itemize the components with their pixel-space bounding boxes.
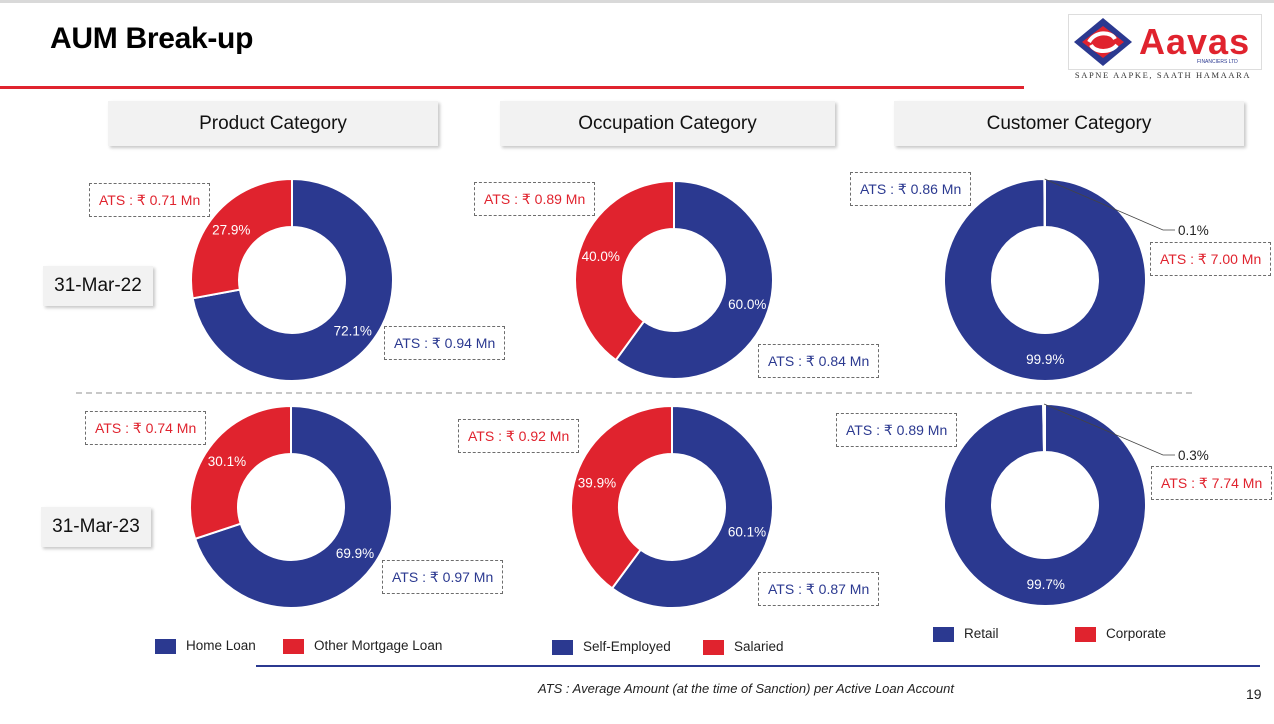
legend-item-other-mortgage-loan: Other Mortgage Loan xyxy=(283,637,442,655)
ats-box: ATS : ₹ 0.74 Mn xyxy=(85,411,207,445)
legend-label: Self-Employed xyxy=(583,639,671,654)
legend-item-retail: Retail xyxy=(933,625,999,643)
slice-value-label: 30.1% xyxy=(208,454,246,469)
ats-box: ATS : ₹ 0.86 Mn xyxy=(850,172,972,206)
donut-slice-retail xyxy=(943,177,1148,382)
legend-swatch xyxy=(283,638,304,654)
donut-slice-other-mortgage-loan xyxy=(190,177,293,300)
logo-mark-icon xyxy=(1074,18,1132,66)
ats-box: ATS : ₹ 0.84 Mn xyxy=(758,344,880,378)
leader-line xyxy=(1044,178,1175,231)
donut-slice-self-employed xyxy=(614,179,774,380)
donut-slice-salaried xyxy=(574,179,675,362)
category-occupation: Occupation Category xyxy=(500,101,835,146)
date-label-2022: 31-Mar-22 xyxy=(43,266,153,306)
donut-slice-corporate xyxy=(1042,402,1046,454)
footer-rule xyxy=(256,665,1260,667)
legend-label: Home Loan xyxy=(186,638,256,653)
legend-item-salaried: Salaried xyxy=(703,638,784,656)
ats-box: ATS : ₹ 0.92 Mn xyxy=(458,419,580,453)
slice-value-label: 40.0% xyxy=(582,249,620,264)
ats-box: ATS : ₹ 7.00 Mn xyxy=(1150,242,1272,276)
legend-label: Salaried xyxy=(734,639,784,654)
slice-value-label: 60.1% xyxy=(728,525,766,540)
legend-swatch xyxy=(552,639,573,655)
slice-value-label: 0.1% xyxy=(1178,223,1209,238)
legend-swatch xyxy=(155,638,176,654)
legend-item-home-loan: Home Loan xyxy=(155,637,256,655)
row-divider xyxy=(76,392,1192,394)
legend-item-corporate: Corporate xyxy=(1075,625,1166,643)
slice-value-label: 60.0% xyxy=(728,297,766,312)
ats-box: ATS : ₹ 0.94 Mn xyxy=(384,326,506,360)
company-logo: Aavas FINANCIERS LTD SAPNE AAPKE, SAATH … xyxy=(1066,14,1262,82)
ats-box: ATS : ₹ 0.89 Mn xyxy=(836,413,958,447)
category-product: Product Category xyxy=(108,101,438,146)
ats-box: ATS : ₹ 0.89 Mn xyxy=(474,182,596,216)
legend-label: Corporate xyxy=(1106,626,1167,641)
slice-value-label: 0.3% xyxy=(1178,448,1209,463)
donut-slice-home-loan xyxy=(191,177,394,382)
ats-box: ATS : ₹ 0.97 Mn xyxy=(382,560,504,594)
donut-slice-retail xyxy=(943,402,1148,607)
slice-value-label: 39.9% xyxy=(578,475,616,490)
top-border xyxy=(0,0,1274,3)
donut-slice-self-employed xyxy=(610,404,774,609)
logo-box: Aavas FINANCIERS LTD xyxy=(1068,14,1262,70)
page-number: 19 xyxy=(1246,686,1262,702)
date-label-2023: 31-Mar-23 xyxy=(41,507,151,547)
legend-swatch xyxy=(1075,626,1096,642)
title-underline xyxy=(0,86,1024,89)
ats-box: ATS : ₹ 7.74 Mn xyxy=(1151,466,1273,500)
legend-swatch xyxy=(703,639,724,655)
slice-value-label: 69.9% xyxy=(336,546,374,561)
donut-slice-other-mortgage-loan xyxy=(189,404,292,541)
slice-value-label: 72.1% xyxy=(334,324,372,339)
legend-label: Retail xyxy=(964,626,999,641)
donut-slice-corporate xyxy=(1043,177,1046,229)
legend-label: Other Mortgage Loan xyxy=(314,638,443,653)
slice-value-label: 27.9% xyxy=(212,222,250,237)
slice-value-label: 99.7% xyxy=(1027,577,1065,592)
page-title: AUM Break-up xyxy=(50,22,254,55)
donut-slice-salaried xyxy=(570,404,673,590)
category-customer: Customer Category xyxy=(894,101,1244,146)
logo-tagline: SAPNE AAPKE, SAATH HAMAARA xyxy=(1074,70,1252,80)
legend-item-self-employed: Self-Employed xyxy=(552,638,671,656)
logo-subtitle: FINANCIERS LTD xyxy=(1197,59,1238,65)
leader-line xyxy=(1043,403,1175,456)
footnote: ATS : Average Amount (at the time of San… xyxy=(538,681,954,696)
legend-swatch xyxy=(933,626,954,642)
logo-wordmark: Aavas xyxy=(1139,21,1251,62)
ats-box: ATS : ₹ 0.87 Mn xyxy=(758,572,880,606)
slice-value-label: 99.9% xyxy=(1026,352,1064,367)
ats-box: ATS : ₹ 0.71 Mn xyxy=(89,183,211,217)
donut-slice-home-loan xyxy=(193,404,393,609)
